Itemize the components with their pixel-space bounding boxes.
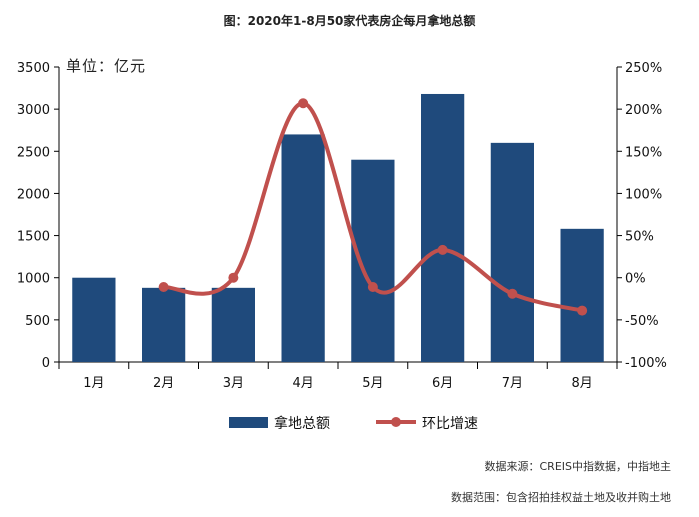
- bar: [72, 277, 116, 362]
- line-point: [577, 305, 588, 316]
- line-point: [367, 281, 378, 292]
- line-series-path: [163, 101, 583, 313]
- y-tick-label-right: 250%: [625, 61, 662, 76]
- y-tick-label-right: -50%: [625, 314, 659, 329]
- y-tick-label-right: 100%: [625, 187, 662, 202]
- x-tick-label: 6月: [432, 376, 453, 391]
- source-note: 数据来源：CREIS中指数据，中指地主: [484, 460, 672, 473]
- line-layer: [158, 98, 588, 316]
- y-tick-label-right: 150%: [625, 145, 662, 160]
- line-point: [228, 272, 239, 283]
- scope-note: 数据范围：包含招拍挂权益土地及收并购土地: [451, 491, 671, 504]
- legend-swatch-bar: [229, 417, 268, 428]
- y-tick-label-left: 0: [42, 356, 50, 371]
- line-point: [437, 244, 448, 255]
- y-tick-label-right: -100%: [625, 356, 667, 371]
- x-tick-label: 2月: [153, 376, 174, 391]
- y-tick-label-left: 2500: [17, 145, 50, 160]
- y-tick-label-left: 500: [25, 314, 50, 329]
- y-tick-label-left: 2000: [17, 187, 50, 202]
- bars-layer: [72, 93, 604, 362]
- x-tick-label: 5月: [362, 376, 383, 391]
- legend: 拿地总额 环比增速: [229, 415, 478, 432]
- x-tick-label: 3月: [223, 376, 244, 391]
- bar: [142, 287, 186, 362]
- axes-layer: 0 500 1000 1500 2000 2500 3000 3500 -100% -50% 0% 5…: [17, 61, 667, 391]
- x-tick-label: 7月: [502, 376, 523, 391]
- chart-title: 图：2020年1-8月50家代表房企每月拿地总额: [223, 14, 476, 28]
- legend-label-bar: 拿地总额: [274, 415, 330, 432]
- y-tick-label-right: 0%: [625, 272, 646, 287]
- bar: [281, 134, 325, 362]
- y-tick-label-left: 3000: [17, 103, 50, 118]
- bar: [421, 93, 465, 362]
- legend-marker-line: [391, 417, 401, 427]
- line-point: [507, 288, 518, 299]
- legend-label-line: 环比增速: [422, 416, 478, 432]
- x-tick-label: 4月: [292, 376, 313, 391]
- bar: [560, 228, 604, 362]
- y-tick-label-left: 3500: [17, 61, 50, 76]
- unit-label: 单位：亿元: [66, 57, 147, 75]
- y-tick-label-left: 1000: [17, 272, 50, 287]
- line-point: [298, 98, 309, 109]
- x-tick-label: 1月: [83, 376, 104, 391]
- y-tick-label-right: 50%: [625, 230, 654, 245]
- y-tick-label-left: 1500: [17, 230, 50, 245]
- x-tick-label: 8月: [571, 376, 592, 391]
- bar: [211, 287, 255, 362]
- y-tick-label-right: 200%: [625, 103, 662, 118]
- bar: [490, 142, 534, 362]
- line-point: [158, 281, 169, 292]
